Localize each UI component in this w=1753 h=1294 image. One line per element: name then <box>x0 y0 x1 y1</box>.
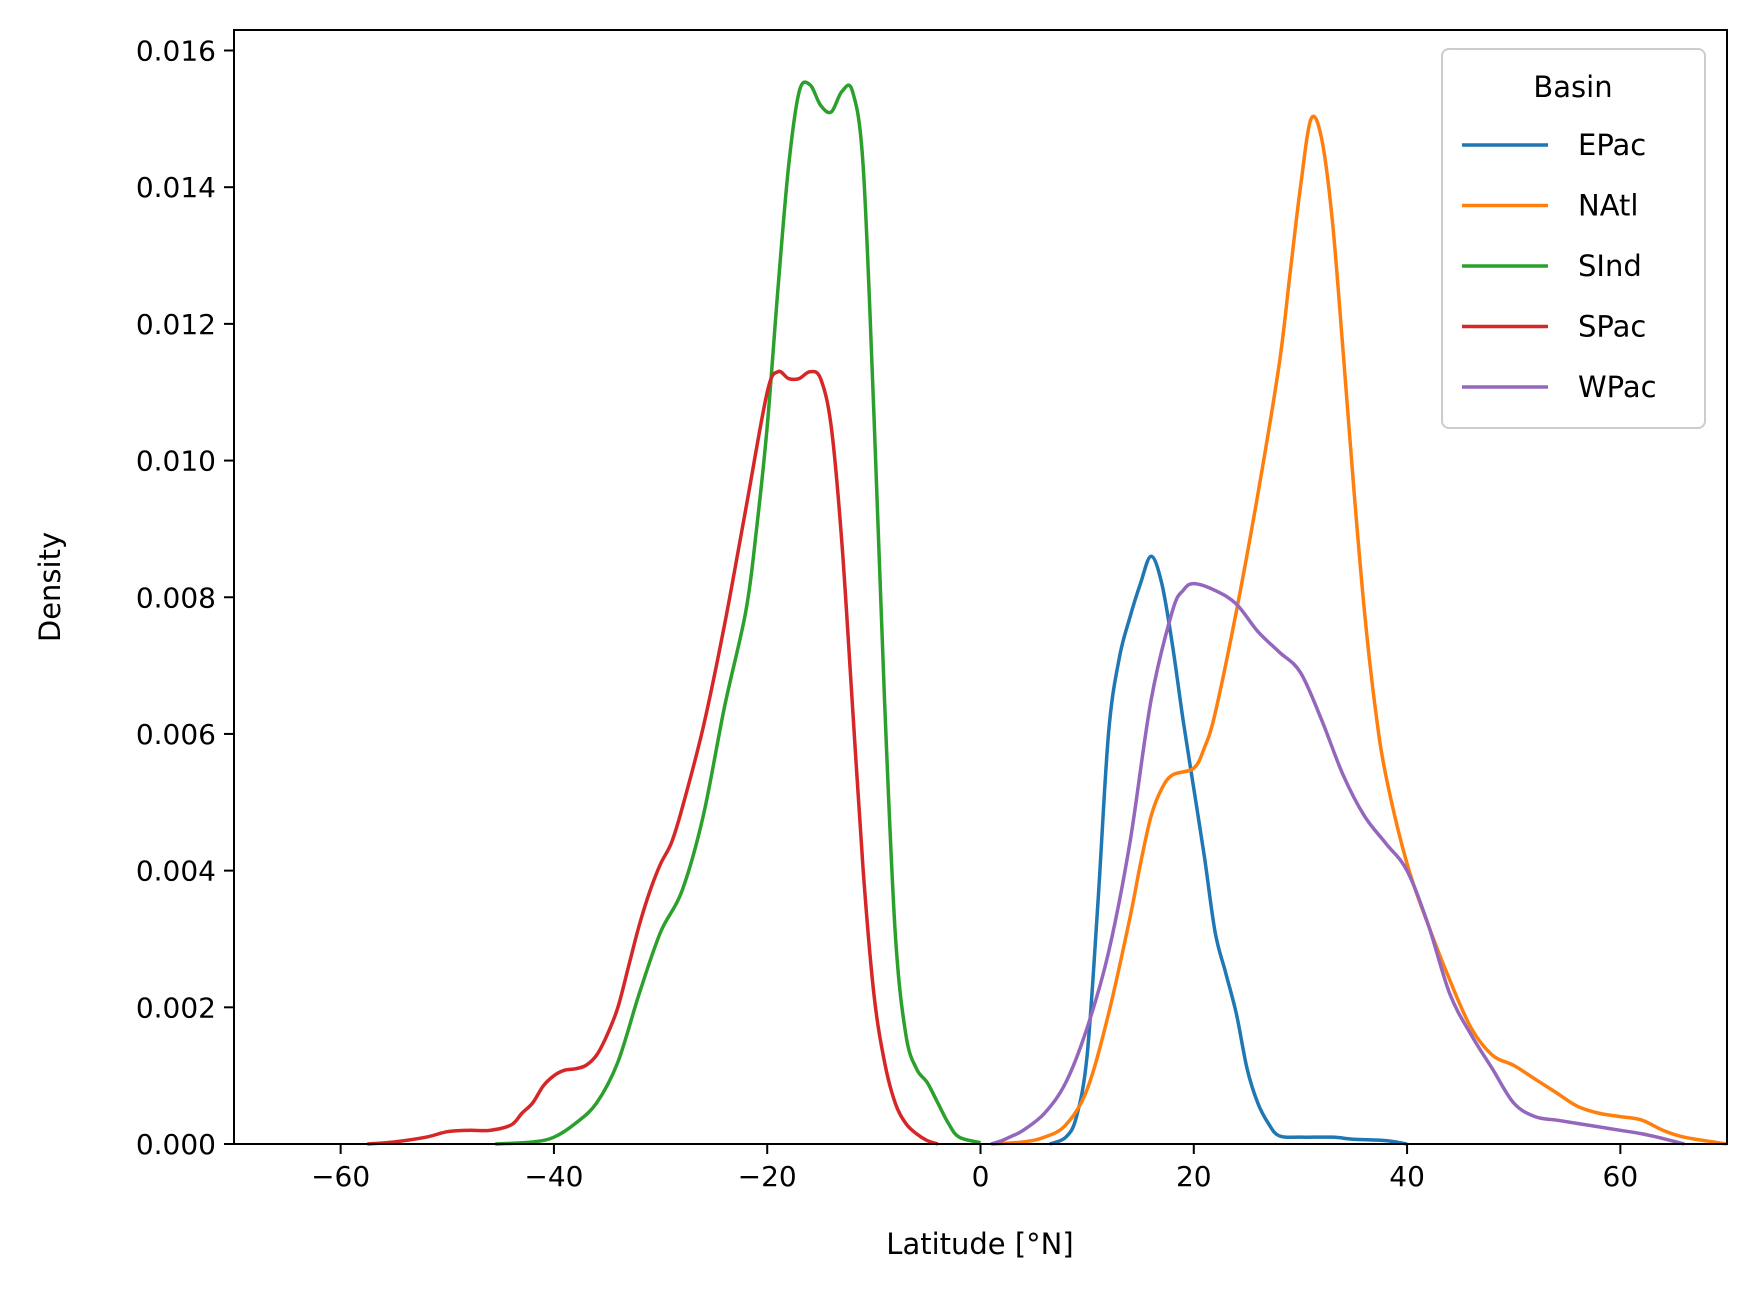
y-tick-label: 0.014 <box>136 171 216 204</box>
series-line-spac <box>367 369 939 1146</box>
y-axis-label: Density <box>33 532 67 642</box>
x-tick-label: −20 <box>738 1160 797 1193</box>
y-tick-label: 0.008 <box>136 581 216 614</box>
series-line-sind <box>495 80 981 1146</box>
y-axis: 0.000 0.002 0.004 0.006 0.008 0.010 0.012 0.014… <box>136 35 234 1161</box>
y-tick-label: 0.000 <box>136 1128 216 1161</box>
y-tick-label: 0.002 <box>136 991 216 1024</box>
x-axis: −60 −40 −20 0 20 40 60 <box>311 1144 1638 1193</box>
legend-entries: EPac NAtl SInd SPac WPac <box>1462 128 1657 404</box>
x-axis-label: Latitude [°N] <box>886 1227 1073 1261</box>
x-tick-label: −40 <box>524 1160 583 1193</box>
legend-label-wpac: WPac <box>1578 370 1657 404</box>
y-tick-label: 0.016 <box>136 35 216 68</box>
y-tick-label: 0.004 <box>136 855 216 888</box>
x-tick-label: 20 <box>1176 1160 1212 1193</box>
legend-label-sind: SInd <box>1578 249 1642 283</box>
series-line-epac <box>1049 554 1408 1146</box>
x-tick-label: 60 <box>1603 1160 1639 1193</box>
legend-label-epac: EPac <box>1578 128 1646 162</box>
x-tick-label: 0 <box>972 1160 990 1193</box>
x-tick-label: 40 <box>1389 1160 1425 1193</box>
legend-label-spac: SPac <box>1578 310 1646 344</box>
series-line-wpac <box>990 581 1685 1146</box>
y-tick-label: 0.010 <box>136 445 216 478</box>
y-tick-label: 0.012 <box>136 308 216 341</box>
legend-label-natl: NAtl <box>1578 189 1638 223</box>
y-tick-label: 0.006 <box>136 718 216 751</box>
legend: Basin EPac NAtl SInd SPac WPac <box>1441 48 1706 429</box>
series-line-natl <box>991 114 1728 1146</box>
series-layer <box>367 80 1728 1146</box>
x-tick-label: −60 <box>311 1160 370 1193</box>
legend-title: Basin <box>1533 70 1612 104</box>
legend-frame <box>1441 48 1706 429</box>
